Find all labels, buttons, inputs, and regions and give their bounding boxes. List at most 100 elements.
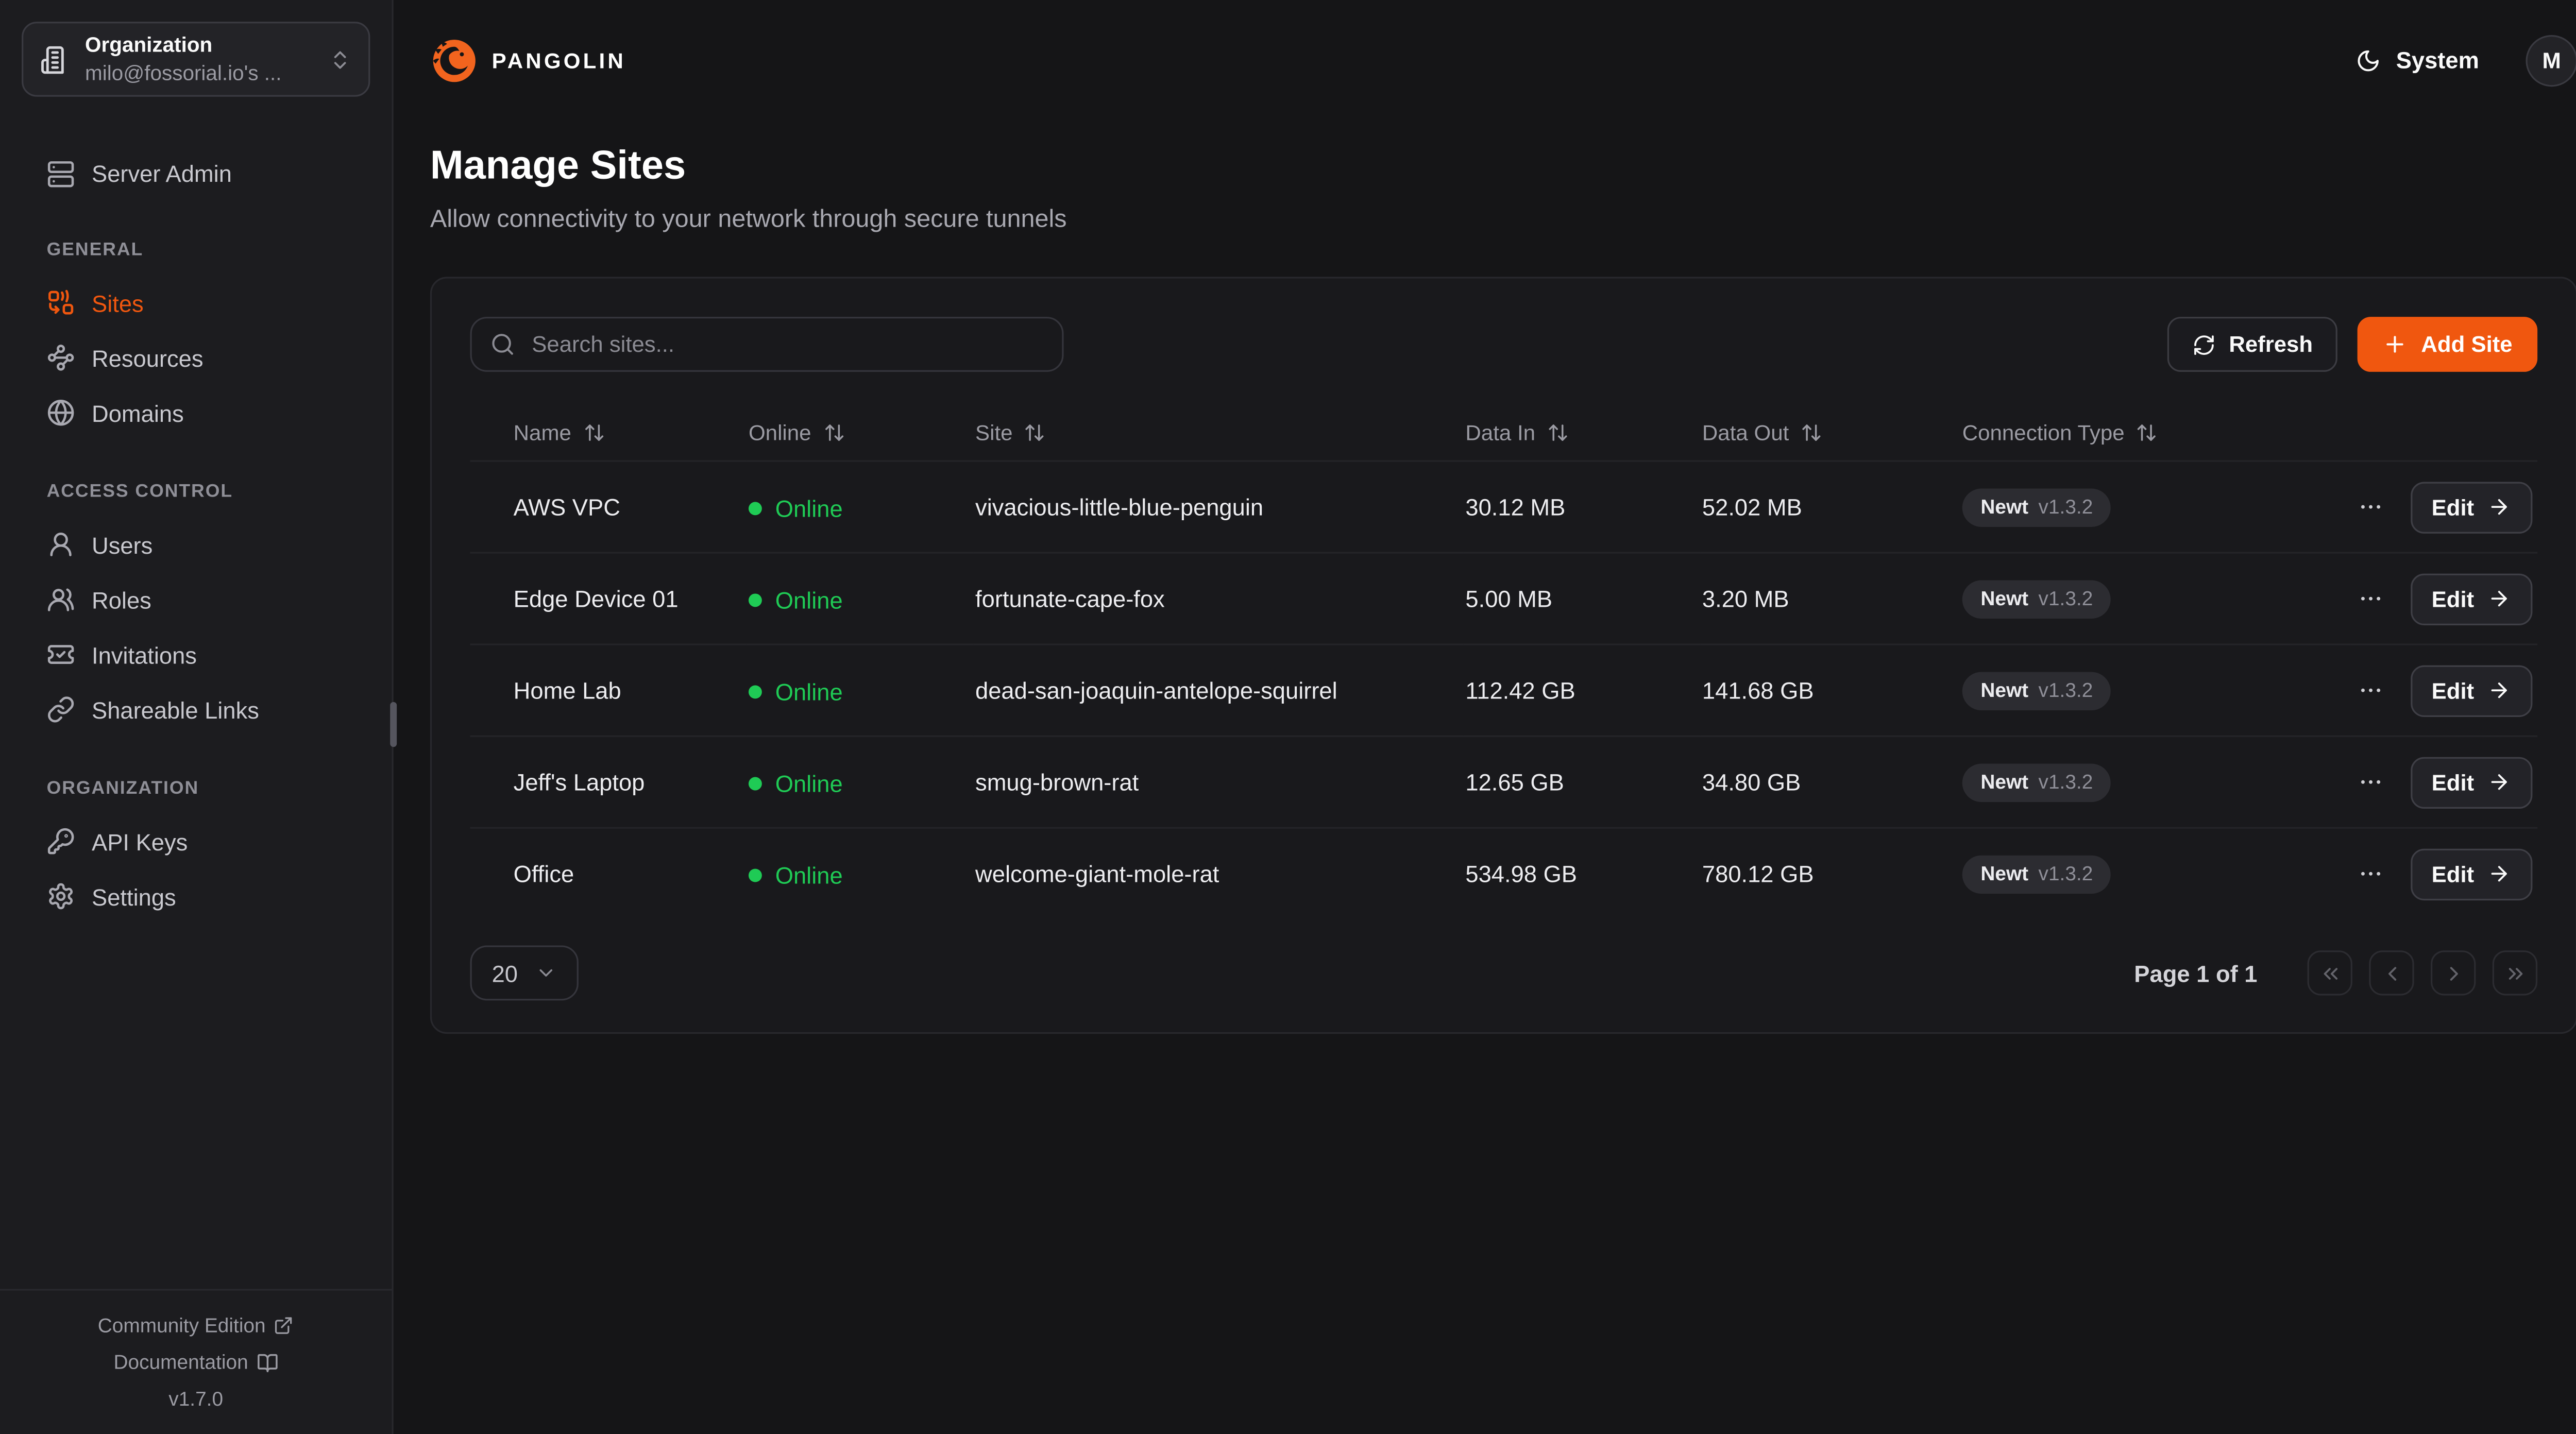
sidebar-nav: Server Admin GENERAL Sites Resources Dom bbox=[0, 118, 392, 924]
sidebar-item-label: Invitations bbox=[91, 641, 197, 668]
site-name-cell: Edge Device 01 bbox=[470, 553, 747, 645]
data-in-cell: 5.00 MB bbox=[1464, 553, 1701, 645]
sidebar-item-users[interactable]: Users bbox=[13, 517, 379, 572]
table-row: Home Lab Online dead-san-joaquin-antelop… bbox=[470, 644, 2538, 737]
sidebar-item-label: Settings bbox=[91, 883, 176, 910]
edit-button[interactable]: Edit bbox=[2410, 481, 2533, 533]
online-dot bbox=[748, 867, 762, 881]
table-row: AWS VPC Online vivacious-little-blue-pen… bbox=[470, 461, 2538, 554]
sort-icon bbox=[585, 423, 603, 440]
server-icon bbox=[47, 160, 74, 186]
external-link-icon bbox=[276, 1317, 293, 1334]
sidebar-item-api-keys[interactable]: API Keys bbox=[13, 814, 379, 869]
row-menu-button[interactable] bbox=[2353, 582, 2387, 616]
column-header-name[interactable]: Name bbox=[470, 403, 747, 462]
chevron-down-icon bbox=[539, 969, 552, 977]
sidebar-item-settings[interactable]: Settings bbox=[13, 869, 379, 924]
edit-button[interactable]: Edit bbox=[2410, 664, 2533, 716]
connection-type-badge: Newt v1.3.2 bbox=[1962, 763, 2111, 801]
site-status-cell: Online bbox=[747, 553, 974, 645]
app-version: v1.7.0 bbox=[168, 1387, 224, 1411]
online-dot bbox=[748, 776, 762, 790]
site-id-cell: dead-san-joaquin-antelope-squirrel bbox=[973, 644, 1464, 737]
search-input[interactable] bbox=[528, 330, 1044, 359]
sites-table: Name Online Site Data In Data Out Connec… bbox=[470, 403, 2538, 918]
sites-card: Refresh Add Site Name Online bbox=[430, 277, 2576, 1034]
column-header-site[interactable]: Site bbox=[973, 403, 1464, 462]
ticket-check-icon bbox=[47, 645, 74, 664]
edit-button[interactable]: Edit bbox=[2410, 848, 2533, 900]
connection-type-cell: Newt v1.3.2 bbox=[1961, 828, 2351, 918]
chevron-left-icon bbox=[2387, 966, 2396, 980]
plus-icon bbox=[2387, 336, 2404, 353]
sidebar-item-sites[interactable]: Sites bbox=[13, 275, 379, 330]
sidebar-item-roles[interactable]: Roles bbox=[13, 572, 379, 627]
sidebar-footer: Community Edition Documentation v1.7.0 bbox=[0, 1289, 392, 1434]
sidebar-item-label: Resources bbox=[91, 344, 204, 371]
sidebar-item-domains[interactable]: Domains bbox=[13, 385, 379, 440]
data-in-cell: 12.65 GB bbox=[1464, 736, 1701, 829]
page-size-select[interactable]: 20 bbox=[470, 945, 578, 1001]
online-dot bbox=[748, 501, 762, 515]
org-switcher-value: milo@fossorial.io's ... bbox=[85, 61, 282, 84]
sort-icon bbox=[824, 423, 843, 440]
refresh-button[interactable]: Refresh bbox=[2167, 317, 2338, 372]
documentation-link[interactable]: Documentation bbox=[114, 1344, 278, 1380]
org-switcher[interactable]: Organization milo@fossorial.io's ... bbox=[22, 22, 370, 97]
book-open-icon bbox=[257, 1353, 278, 1372]
chevrons-up-down-icon bbox=[334, 50, 346, 68]
edit-button[interactable]: Edit bbox=[2410, 572, 2533, 625]
user-icon bbox=[50, 533, 72, 556]
next-page-button[interactable] bbox=[2431, 950, 2476, 996]
add-site-button[interactable]: Add Site bbox=[2358, 317, 2538, 372]
moon-icon bbox=[2358, 49, 2379, 71]
row-menu-button[interactable] bbox=[2353, 674, 2387, 707]
sidebar-item-resources[interactable]: Resources bbox=[13, 330, 379, 385]
sidebar-item-label: Server Admin bbox=[91, 160, 232, 187]
column-header-data-in[interactable]: Data In bbox=[1464, 403, 1701, 462]
search-box bbox=[470, 317, 1064, 372]
sort-icon bbox=[1549, 423, 1567, 440]
sidebar-item-invitations[interactable]: Invitations bbox=[13, 627, 379, 682]
sidebar-item-label: Domains bbox=[91, 399, 184, 426]
data-out-cell: 34.80 GB bbox=[1700, 736, 1961, 829]
connection-type-badge: Newt v1.3.2 bbox=[1962, 579, 2111, 618]
column-header-online[interactable]: Online bbox=[747, 403, 974, 462]
sidebar-section-general: GENERAL bbox=[46, 240, 144, 261]
sidebar-item-shareable-links[interactable]: Shareable Links bbox=[13, 682, 379, 737]
gear-icon bbox=[49, 883, 73, 910]
arrow-right-icon bbox=[2491, 682, 2507, 698]
site-id-cell: fortunate-cape-fox bbox=[973, 553, 1464, 645]
row-menu-button[interactable] bbox=[2353, 765, 2387, 799]
site-id-cell: smug-brown-rat bbox=[973, 736, 1464, 829]
org-switcher-label: Organization bbox=[85, 32, 213, 56]
edit-button[interactable]: Edit bbox=[2410, 756, 2533, 808]
community-edition-link[interactable]: Community Edition bbox=[98, 1307, 294, 1344]
data-out-cell: 3.20 MB bbox=[1700, 553, 1961, 645]
sidebar-item-label: Roles bbox=[91, 586, 151, 613]
brand: PANGOLIN bbox=[430, 36, 626, 84]
combine-icon bbox=[48, 289, 74, 315]
theme-toggle-button[interactable]: System bbox=[2346, 45, 2489, 75]
connection-type-cell: Newt v1.3.2 bbox=[1960, 461, 2351, 554]
last-page-button[interactable] bbox=[2492, 950, 2538, 996]
pangolin-logo-icon bbox=[433, 39, 476, 81]
prev-page-button[interactable] bbox=[2369, 950, 2414, 996]
user-avatar[interactable]: M bbox=[2526, 34, 2576, 86]
first-page-button[interactable] bbox=[2307, 950, 2352, 996]
column-header-connection-type[interactable]: Connection Type bbox=[1960, 403, 2351, 462]
connection-type-badge: Newt v1.3.2 bbox=[1962, 855, 2111, 893]
site-id-cell: welcome-giant-mole-rat bbox=[975, 860, 1219, 887]
row-menu-button[interactable] bbox=[2353, 490, 2387, 524]
arrow-right-icon bbox=[2491, 866, 2507, 882]
waypoints-icon bbox=[47, 345, 74, 371]
sidebar-resize-handle[interactable] bbox=[390, 702, 397, 747]
column-header-data-out[interactable]: Data Out bbox=[1700, 403, 1961, 462]
refresh-icon bbox=[2194, 334, 2214, 354]
online-dot bbox=[748, 592, 762, 606]
row-menu-button[interactable] bbox=[2353, 857, 2387, 891]
table-row: Office Online welcome-giant-mole-rat 534… bbox=[470, 828, 2538, 918]
data-out-cell: 52.02 MB bbox=[1700, 461, 1961, 554]
sidebar-item-server-admin[interactable]: Server Admin bbox=[13, 148, 379, 198]
online-dot bbox=[748, 684, 762, 698]
